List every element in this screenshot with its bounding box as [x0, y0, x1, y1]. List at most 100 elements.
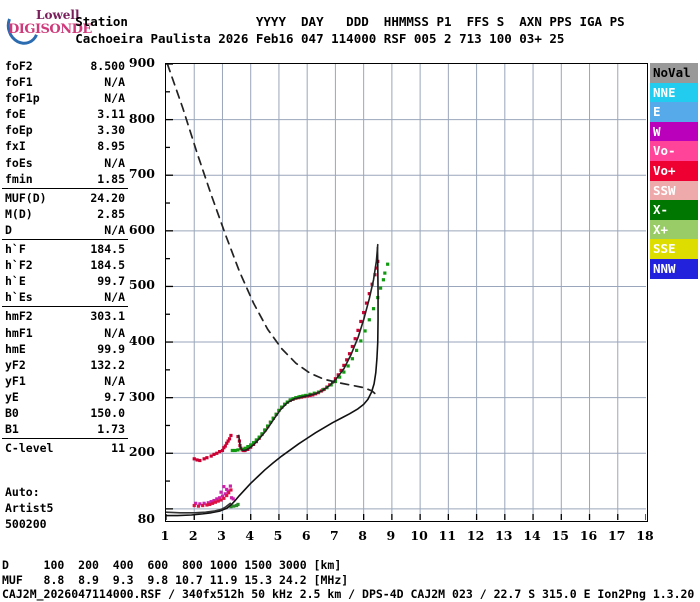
data-point	[195, 458, 199, 462]
data-point	[345, 358, 349, 362]
data-point	[356, 328, 360, 332]
y-axis-tick-label: 900	[128, 55, 155, 70]
param-row: h`E 99.7	[2, 273, 128, 289]
data-point	[350, 357, 354, 361]
param-row: C-level 11	[2, 440, 128, 456]
data-point	[271, 416, 275, 420]
series-x-trace-extraordinary-x-x	[230, 262, 390, 453]
data-point	[225, 487, 229, 492]
param-row: foEp 3.30	[2, 122, 128, 138]
data-point	[229, 433, 233, 438]
data-point	[222, 485, 226, 489]
data-point	[218, 450, 222, 454]
param-value: 303.1	[90, 309, 125, 324]
data-point	[210, 501, 215, 505]
data-point	[263, 428, 267, 432]
param-value: 150.0	[90, 405, 125, 420]
data-point	[231, 497, 235, 501]
data-point	[208, 502, 212, 507]
data-point	[268, 420, 273, 424]
x-axis-tick-label: 6	[301, 528, 311, 543]
x-axis-tick-label: 4	[245, 528, 255, 543]
param-row: B0 150.0	[2, 405, 128, 421]
param-row: foF2 8.500	[2, 58, 128, 74]
x-axis-tick-label: 15	[551, 528, 569, 543]
data-point	[201, 503, 205, 508]
param-row: hmE 99.9	[2, 341, 128, 357]
param-name: h`Es	[5, 290, 33, 305]
x-axis-tick-label: 16	[579, 528, 598, 543]
param-value: N/A	[104, 290, 125, 305]
data-point	[213, 500, 218, 504]
param-group: C-level 11	[2, 440, 128, 457]
param-row: yF2 132.2	[2, 357, 128, 373]
legend-item-x[interactable]: X+	[650, 219, 698, 240]
legend-item-sse[interactable]: SSE	[650, 239, 698, 259]
legend-item-noval[interactable]: NoVal	[650, 63, 698, 83]
footer-block: D 100 200 400 600 800 1000 1500 3000 [km…	[2, 558, 700, 602]
y-axis-tick-label: 600	[128, 221, 155, 237]
data-point	[246, 445, 250, 449]
data-point	[219, 490, 223, 494]
param-name: h`F	[5, 242, 26, 257]
data-point	[378, 286, 383, 290]
data-point	[215, 497, 219, 501]
param-name: foEs	[5, 155, 33, 170]
x-axis-tick-label: 17	[608, 528, 626, 543]
legend-item-nne[interactable]: NNE	[650, 82, 698, 103]
x-axis-tick-label: 14	[523, 528, 541, 543]
data-point	[367, 292, 371, 296]
data-point	[362, 310, 366, 315]
legend-item-nnw[interactable]: NNW	[650, 258, 698, 279]
data-point	[230, 448, 234, 453]
param-row: h`F2 184.5	[2, 257, 128, 273]
x-axis-tick-label: 11	[438, 528, 457, 543]
data-point	[282, 402, 287, 406]
data-point	[381, 278, 386, 282]
series-o-trace-ordinary-vo-vo	[192, 259, 380, 463]
param-group: foF2 8.500 foF1 N/A foF1p N/A foE 3.11 foEp 3.30 f…	[2, 58, 128, 189]
param-name: foEp	[5, 123, 33, 138]
legend-item-w[interactable]: W	[650, 121, 698, 142]
series-muf-3000-secant-curve-dashed	[166, 64, 378, 396]
data-point	[209, 454, 213, 458]
param-name: B0	[5, 405, 19, 420]
data-point	[266, 424, 270, 428]
param-value: N/A	[104, 75, 125, 90]
data-point	[363, 329, 367, 333]
x-axis-tick-label: 1	[160, 528, 170, 543]
legend-item-vo[interactable]: Vo-	[650, 141, 698, 161]
x-axis-labels: 1 2 3 4 5 6 7 8 9 10 11 12 13 14 15 16 17 18	[0, 528, 700, 546]
data-point	[220, 448, 225, 453]
logo-digisonde-text: DIGISONDE	[8, 22, 92, 37]
data-point	[236, 448, 240, 452]
data-point	[225, 493, 229, 498]
x-axis-tick-label: 13	[495, 528, 513, 543]
auto-line: 500200	[5, 517, 47, 532]
param-value: 8.500	[90, 59, 125, 73]
legend-item-ssw[interactable]: SSW	[650, 180, 698, 201]
data-point	[229, 496, 234, 500]
data-point	[205, 503, 209, 507]
ionogram-plot-area[interactable]	[165, 63, 648, 522]
param-name: yF2	[5, 357, 26, 372]
data-point	[227, 491, 231, 495]
data-point	[249, 443, 253, 447]
data-point	[339, 368, 343, 373]
param-group: hmF2 303.1 hmF1 N/A hmE 99.9 yF2 132.2 yF1 N/A yE 9…	[2, 308, 128, 440]
data-point	[196, 504, 201, 508]
legend-item-vo[interactable]: Vo+	[650, 160, 698, 181]
legend-item-e[interactable]: E	[650, 102, 698, 122]
data-point	[353, 337, 357, 341]
header-values-row: Cachoeira Paulista 2026 Feb16 047 114000…	[0, 31, 565, 46]
data-point	[354, 348, 359, 352]
data-point	[359, 319, 363, 324]
polarization-legend[interactable]: NoVal NNE E W Vo- Vo+ SSW X- X+ SSE NNW	[650, 63, 698, 279]
data-point	[383, 271, 387, 275]
data-point	[374, 266, 378, 270]
data-point	[260, 432, 264, 436]
param-row: fmin 1.85	[2, 171, 128, 187]
legend-item-x[interactable]: X-	[650, 200, 698, 220]
param-name: M(D)	[5, 206, 33, 221]
auto-line: Artist5	[5, 501, 54, 516]
